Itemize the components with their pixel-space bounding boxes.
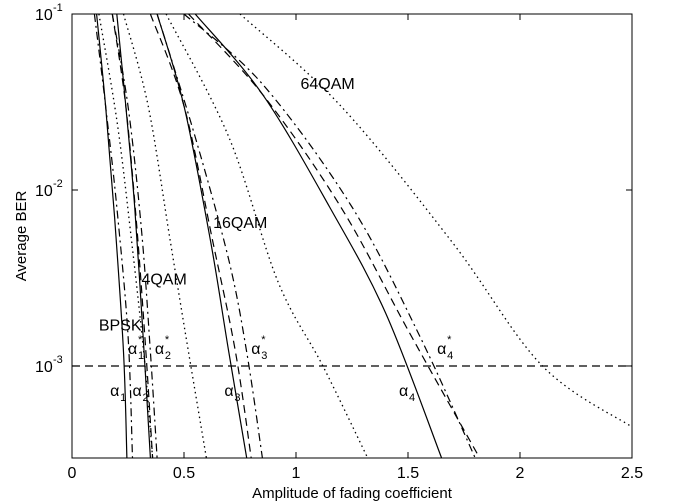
x-tick-label: 2: [516, 465, 525, 482]
alpha-subscript: 3: [261, 350, 267, 362]
alpha-subscript: 2: [142, 392, 148, 404]
y-tick-label-base: 10: [35, 359, 53, 376]
alpha-star: *: [261, 334, 266, 346]
series-line-3-dotted: [98, 14, 154, 458]
series-line-13-dashed: [188, 14, 481, 458]
alpha-star-marker: α 2 *: [155, 334, 171, 362]
series-line-8-solid: [156, 14, 248, 458]
alpha-symbol: α: [399, 383, 408, 400]
alpha-subscript: 4: [409, 392, 415, 404]
y-tick-label-base: 10: [35, 7, 53, 24]
curves-layer: [72, 14, 632, 458]
x-tick-label: 1: [292, 465, 301, 482]
y-tick-label-exponent: -1: [53, 2, 63, 14]
series-line-6-dashdot: [111, 14, 158, 458]
series-line-9-dashed: [149, 14, 252, 458]
series-line-12-solid: [194, 14, 443, 458]
curve-label: 64QAM: [300, 76, 354, 93]
alpha-symbol: α: [251, 341, 260, 358]
alpha-symbol: α: [110, 383, 119, 400]
series-line-1-solid: [96, 14, 128, 458]
series-line-7-dotted: [122, 14, 208, 458]
alpha-subscript: 2: [165, 350, 171, 362]
alpha-star-marker: α 4 *: [437, 334, 453, 362]
y-tick-label-base: 10: [35, 183, 53, 200]
axis-ticks: 0 0.5 1 1.5 2 2.510-110-210-3: [35, 2, 643, 482]
alpha-symbol: α: [128, 341, 137, 358]
alpha-symbol: α: [224, 383, 233, 400]
series-line-15-dotted: [239, 14, 632, 428]
alpha-star: *: [138, 334, 143, 346]
y-tick-label-exponent: -3: [53, 354, 63, 366]
alpha-star: *: [165, 334, 170, 346]
x-tick-label: 0.5: [173, 465, 195, 482]
series-line-11-dotted: [165, 14, 369, 458]
alpha-star-marker: α 3 *: [251, 334, 267, 362]
plot-frame: [71, 13, 633, 459]
curve-label: 16QAM: [213, 215, 267, 232]
y-tick-label-exponent: -2: [53, 178, 63, 190]
alpha-subscript: 4: [447, 350, 453, 362]
alpha-symbol: α: [437, 341, 446, 358]
alpha-subscript: 1: [138, 350, 144, 362]
y-axis-title: Average BER: [13, 191, 30, 282]
curve-label: BPSK: [99, 317, 142, 334]
series-line-2-dashdot: [93, 14, 134, 458]
curve-label: 4QAM: [141, 272, 186, 289]
alpha-symbol: α: [155, 341, 164, 358]
series-line-14-dashdot: [183, 14, 476, 458]
alpha-star: *: [447, 334, 452, 346]
alpha-subscript: 1: [120, 392, 126, 404]
series-line-4-solid: [116, 14, 151, 458]
series-line-5-dashed: [111, 14, 154, 458]
x-tick-label: 1.5: [397, 465, 419, 482]
alpha-subscript: 3: [234, 392, 240, 404]
series-line-10-dashdot: [156, 14, 263, 458]
x-axis-title: Amplitude of fading coefficient: [252, 485, 453, 502]
x-tick-label: 2.5: [621, 465, 643, 482]
alpha-star-marker: α 1 *: [128, 334, 144, 362]
x-tick-label: 0: [68, 465, 77, 482]
alpha-symbol: α: [132, 383, 141, 400]
